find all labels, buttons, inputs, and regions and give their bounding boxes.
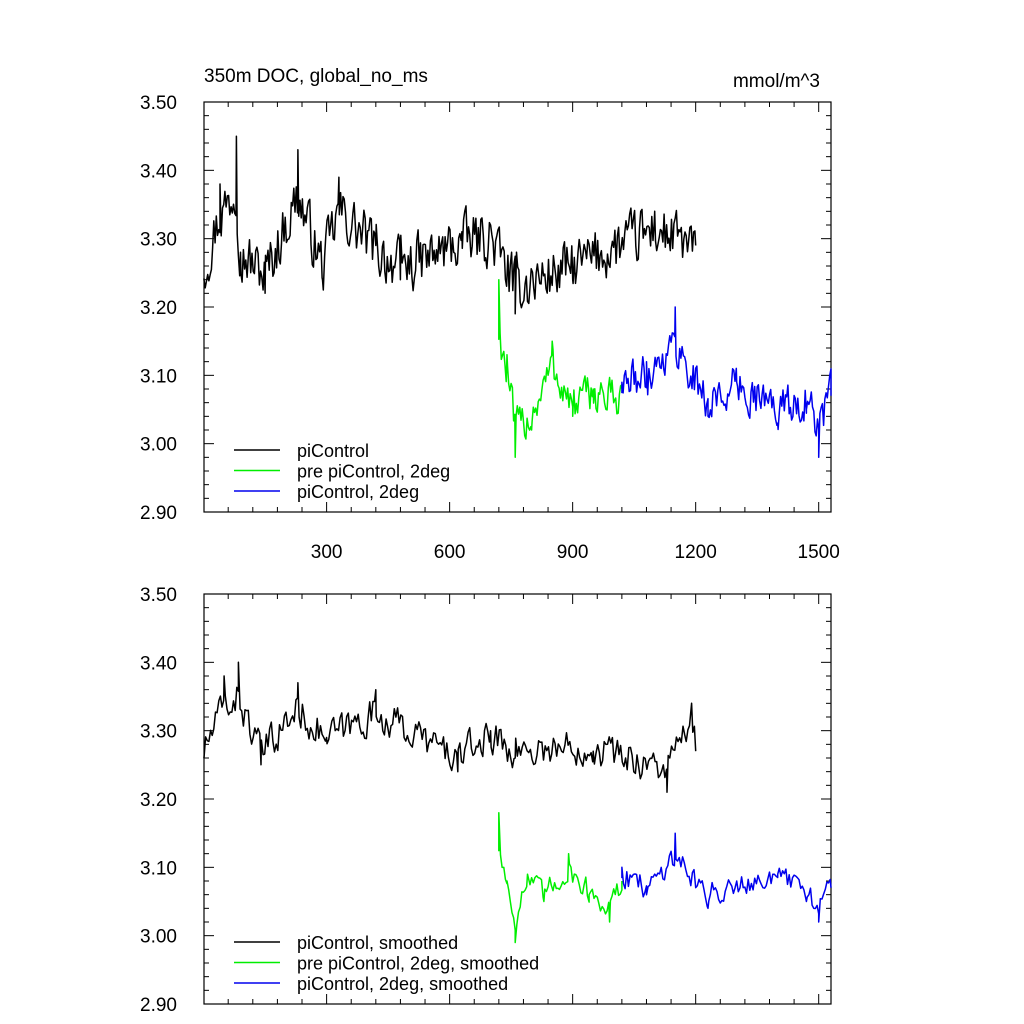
y-tick-label: 3.10 [140,366,177,387]
series-line [203,135,697,315]
y-tick-label: 3.30 [140,230,177,251]
x-tick-label: 300 [311,542,343,563]
series-line [498,278,623,459]
y-tick-label: 2.90 [140,995,177,1016]
x-tick-label: 1500 [798,542,840,563]
bottom-panel: 2.90 3.00 3.10 3.20 3.30 3.40 3.50 piControl, s… [140,585,832,1016]
x-tick-label: 900 [557,542,589,563]
y-tick-label: 3.40 [140,161,177,182]
x-tick-label: 600 [434,542,466,563]
series-line [621,306,832,459]
y-tick-label: 3.50 [140,585,177,606]
y-tick-label: 3.10 [140,858,177,879]
series-line [498,811,623,944]
y-tick-label: 3.50 [140,93,177,114]
chart-title: 350m DOC, global_no_ms [204,66,428,87]
chart-units: mmol/m^3 [733,71,820,92]
legend-label: piControl, 2deg, smoothed [297,974,508,994]
series-line [203,661,697,793]
y-tick-label: 3.20 [140,790,177,811]
series-line [621,832,832,923]
y-tick-label: 2.90 [140,503,177,524]
legend-label: piControl, smoothed [297,933,458,953]
y-tick-label: 3.30 [140,722,177,743]
y-tick-label: 3.00 [140,435,177,456]
legend-label: piControl [297,441,369,461]
legend-label: piControl, 2deg [297,482,419,502]
legend-label: pre piControl, 2deg, smoothed [297,954,539,974]
y-tick-label: 3.20 [140,298,177,319]
legend-label: pre piControl, 2deg [297,462,450,482]
y-tick-label: 3.40 [140,653,177,674]
y-tick-label: 3.00 [140,927,177,948]
x-tick-label: 1200 [675,542,717,563]
top-panel: 2.90 3.00 3.10 3.20 3.30 3.40 3.50 300 600 900 120… [140,93,840,563]
